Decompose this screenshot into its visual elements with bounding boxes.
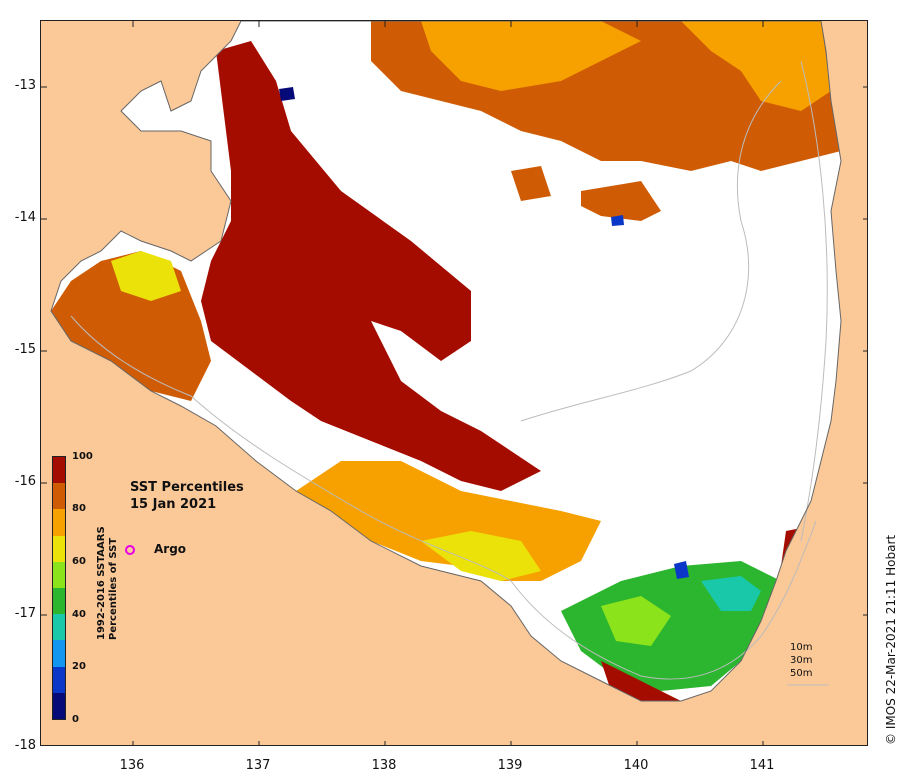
- sst-warm-north: [421, 21, 641, 91]
- sst-mid-west-coast: [111, 251, 181, 301]
- sst-blob-central-2: [511, 166, 551, 201]
- colorbar-band: [53, 614, 65, 641]
- credit-text: © IMOS 22-Mar-2021 21:11 Hobart: [884, 534, 898, 745]
- colorbar-band: [53, 535, 65, 562]
- x-tick-label: 137: [245, 758, 271, 773]
- argo-marker-icon: [125, 545, 135, 555]
- argo-legend-label: Argo: [154, 542, 187, 556]
- colorbar-axis-line1: 1992-2016 SSTAARS: [96, 526, 107, 640]
- y-tick-label: -13: [14, 78, 36, 93]
- y-tick-label: -16: [14, 474, 36, 489]
- colorbar-axis-line2: Percentiles of SST: [108, 537, 119, 640]
- map-title-line2: 15 Jan 2021: [130, 497, 217, 512]
- depth-label: 10m: [790, 642, 813, 653]
- sst-southeast-cyan: [701, 576, 761, 611]
- sst-southeast-blue: [674, 561, 689, 579]
- x-tick-label: 138: [371, 758, 397, 773]
- sst-blob-central: [581, 181, 661, 221]
- sst-mid-south: [421, 531, 541, 581]
- y-tick-label: -17: [14, 606, 36, 621]
- colorbar-tick: 0: [72, 714, 79, 725]
- colorbar-band: [53, 692, 65, 719]
- y-tick-label: -14: [14, 210, 36, 225]
- sst-high-west: [201, 41, 541, 491]
- x-tick-label: 136: [119, 758, 145, 773]
- colorbar-band: [53, 509, 65, 536]
- x-tick-label: 141: [749, 758, 775, 773]
- tick-marks: [41, 21, 867, 745]
- sst-cool-cell-nw: [279, 87, 295, 101]
- x-tick-label: 140: [623, 758, 649, 773]
- colorbar: [52, 456, 66, 720]
- colorbar-band: [53, 561, 65, 588]
- coastline: [50, 21, 842, 702]
- y-tick-label: -18: [14, 738, 36, 753]
- depth-contour-inner: [520, 80, 782, 422]
- sst-cool-cell-n: [611, 215, 624, 226]
- colorbar-tick: 20: [72, 661, 86, 672]
- x-tick-label: 139: [497, 758, 523, 773]
- sst-southeast-light: [601, 596, 671, 646]
- depth-contour-east: [800, 60, 828, 542]
- colorbar-band: [53, 587, 65, 615]
- depth-label: 30m: [790, 655, 813, 666]
- depth-contour-outer: [70, 315, 817, 680]
- y-tick-label: -15: [14, 342, 36, 357]
- colorbar-band: [53, 666, 65, 693]
- colorbar-tick: 40: [72, 609, 86, 620]
- sst-percentile-field: [51, 21, 841, 701]
- map-title-line1: SST Percentiles: [130, 480, 244, 495]
- colorbar-band: [53, 483, 65, 510]
- sst-warm-northeast: [681, 21, 831, 111]
- sst-map: [41, 21, 867, 745]
- colorbar-band: [53, 457, 65, 484]
- colorbar-axis-label: 1992-2016 SSTAARS Percentiles of SST: [96, 526, 120, 640]
- depth-label: 50m: [790, 668, 813, 679]
- colorbar-tick: 100: [72, 451, 93, 462]
- colorbar-tick: 60: [72, 556, 86, 567]
- colorbar-band: [53, 640, 65, 667]
- map-panel: [40, 20, 868, 746]
- colorbar-tick: 80: [72, 503, 86, 514]
